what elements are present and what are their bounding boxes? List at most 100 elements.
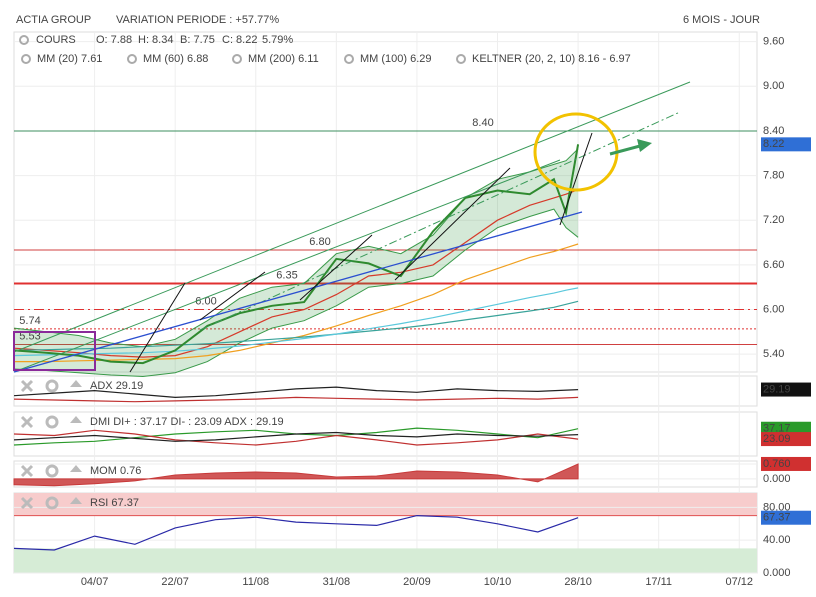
trend-line <box>199 271 266 321</box>
move-icon <box>70 416 82 423</box>
trend-line <box>559 132 593 226</box>
panel-legend: MOM 0.76 <box>90 465 141 477</box>
y-tick-label: 80.00 <box>763 501 791 513</box>
info: B: 7.75 <box>180 34 215 46</box>
channel-line <box>13 81 691 353</box>
gear-icon <box>19 35 29 45</box>
line <box>13 431 579 442</box>
close-icon <box>20 496 34 510</box>
gear-icon <box>232 54 242 64</box>
legend-name: DI- : <box>170 416 191 428</box>
line <box>14 243 579 363</box>
legend-value: 67.37 <box>111 497 139 509</box>
legend-name: ADX <box>90 380 113 392</box>
arrow-head <box>637 139 652 152</box>
period: 6 MOIS - JOUR <box>683 14 760 26</box>
line <box>13 514 579 551</box>
annotations <box>13 81 691 373</box>
y-tick-label: 5.40 <box>763 348 784 360</box>
legend-value: 0.76 <box>120 465 141 477</box>
line <box>13 300 579 351</box>
move-icon <box>70 497 82 504</box>
info: H: 8.34 <box>138 34 173 46</box>
legend-value: 37.17 <box>140 416 168 428</box>
y-tick-label: 6.60 <box>763 259 784 271</box>
gear-icon <box>21 54 31 64</box>
value-badge <box>761 382 811 397</box>
gear-icon <box>344 54 354 64</box>
legend-name: MM (100) <box>360 53 407 65</box>
gear-icon <box>456 54 466 64</box>
legend-value: 29.19 <box>256 416 284 428</box>
trend-line <box>394 167 511 281</box>
legend-label: COURS <box>36 34 76 46</box>
level-label: 6.35 <box>276 269 297 281</box>
y-tick-label: 0.000 <box>763 567 791 579</box>
y-tick-label: 0.760 <box>763 458 791 470</box>
legend-name: MM (20) <box>37 53 78 65</box>
zone-box <box>13 331 96 371</box>
channel-line <box>199 111 681 331</box>
variation: VARIATION PERIODE : +57.77% <box>116 14 279 26</box>
chart-title: ACTIA GROUP <box>16 14 91 26</box>
gear-icon <box>45 379 59 393</box>
value-badge-label: 8.22 <box>763 138 784 150</box>
level-label: 6.00 <box>195 295 216 307</box>
legend-name: RSI <box>90 497 108 509</box>
legend-name: MOM <box>90 465 117 477</box>
y-tick-label: 6.00 <box>763 303 784 315</box>
legend-value: 6.29 <box>410 53 431 65</box>
legend-name: ADX : <box>224 416 253 428</box>
close-icon <box>20 379 34 393</box>
line <box>13 144 580 365</box>
legend-value: 7.61 <box>81 53 102 65</box>
legend-value: 8.16 - 6.97 <box>578 53 631 65</box>
line <box>13 287 579 357</box>
panel-frame <box>13 460 758 488</box>
line <box>13 386 579 399</box>
x-tick-label: 31/08 <box>323 576 351 588</box>
y-tick-label: 9.60 <box>763 36 784 48</box>
legend-entry: KELTNER (20, 2, 10) 8.16 - 6.97 <box>472 53 631 65</box>
channel-line <box>13 159 561 373</box>
panel-frame <box>13 31 758 373</box>
value-badge <box>761 137 811 152</box>
plot: 04/07 22/07 11/08 31/08 20/09 10/10 28/10 17/11… <box>13 31 811 588</box>
y-tick-label: 9.00 <box>763 80 784 92</box>
panel-legend: RSI 67.37 <box>90 497 139 509</box>
zone <box>14 548 757 573</box>
x-tick-label: 07/12 <box>726 576 754 588</box>
gear-icon <box>45 415 59 429</box>
x-tick-label: 28/10 <box>564 576 592 588</box>
trend-line <box>299 234 373 301</box>
value-badge <box>761 510 811 525</box>
line <box>13 189 579 358</box>
legend-name: DI+ : <box>113 416 137 428</box>
legend-value: 6.11 <box>298 53 319 65</box>
line <box>13 429 579 446</box>
x-tick-label: 20/09 <box>403 576 431 588</box>
value-badge-label: 29.19 <box>763 383 791 395</box>
value-badge-label: 67.37 <box>763 512 791 524</box>
y-tick-label: 0.000 <box>763 473 791 485</box>
level-label: 6.80 <box>309 236 330 248</box>
band-lower <box>13 208 579 378</box>
legend-name: KELTNER (20, 2, 10) <box>472 53 575 65</box>
x-tick-label: 10/10 <box>484 576 512 588</box>
close-icon <box>20 464 34 478</box>
level-label: 5.74 <box>19 315 40 327</box>
close-icon <box>20 415 34 429</box>
y-tick-label: 7.20 <box>763 214 784 226</box>
y-tick-label: 7.80 <box>763 169 784 181</box>
gear-icon <box>45 464 59 478</box>
level-label: 5.53 <box>19 330 40 342</box>
legend-entry: MM (100) 6.29 <box>360 53 432 65</box>
x-tick-label: 22/07 <box>161 576 189 588</box>
y-tick-label: 40.00 <box>763 534 791 546</box>
gear-icon <box>45 496 59 510</box>
legend-name: MM (200) <box>248 53 295 65</box>
gear-icon <box>127 54 137 64</box>
line <box>13 396 579 403</box>
legend-name: MM (60) <box>143 53 184 65</box>
